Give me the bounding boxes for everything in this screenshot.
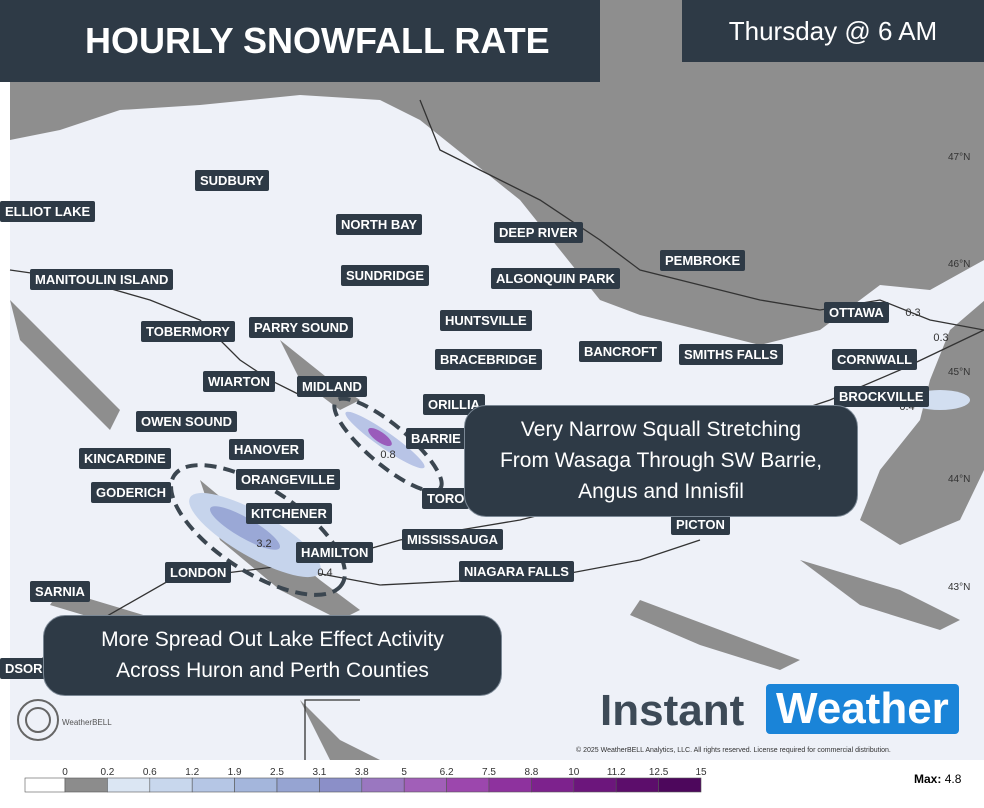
city-label: HAMILTON: [296, 542, 374, 563]
city-label: NORTH BAY: [336, 214, 423, 235]
city-label: DEEP RIVER: [494, 222, 583, 243]
city-label: TORO: [422, 488, 470, 509]
city-label: HUNTSVILLE: [440, 310, 532, 331]
city-label: SMITHS FALLS: [679, 344, 783, 365]
city-label: NIAGARA FALLS: [459, 561, 574, 582]
city-label: KITCHENER: [246, 503, 332, 524]
city-label: ALGONQUIN PARK: [491, 268, 620, 289]
city-label: DSOR: [0, 658, 48, 679]
legend-cell: [531, 777, 575, 793]
legend-tick: 0.6: [143, 767, 157, 778]
city-label: GODERICH: [91, 482, 172, 503]
time: Thursday @ 6 AM: [728, 16, 938, 46]
city-label: SARNIA: [30, 581, 90, 602]
city-label: SUDBURY: [195, 170, 269, 191]
max-label: Max:: [914, 772, 942, 786]
city-label: MANITOULIN ISLAND: [30, 269, 174, 290]
city-label: SUNDRIDGE: [341, 265, 430, 286]
logo-right: Weather: [766, 684, 959, 734]
latitude-label: 43°N: [948, 582, 970, 593]
legend-tick: 12.5: [649, 767, 669, 778]
legend-cell: [191, 777, 235, 793]
latitude-label: 44°N: [948, 474, 970, 485]
city-label: BARRIE: [406, 428, 466, 449]
city-label: HANOVER: [229, 439, 305, 460]
map-value: 0.4: [317, 567, 332, 579]
city-label: BANCROFT: [579, 341, 662, 362]
legend-tick: 0: [62, 767, 68, 778]
latitude-label: 47°N: [948, 152, 970, 163]
city-label: ELLIOT LAKE: [0, 201, 96, 222]
callout-line: From Wasaga Through SW Barrie,: [499, 449, 823, 472]
source-logo-swirl: [17, 699, 59, 741]
city-label: MIDLAND: [297, 376, 367, 397]
source-logo: WeatherBELL: [62, 718, 112, 727]
callout-line: Very Narrow Squall Stretching: [520, 418, 802, 441]
callout: Very Narrow Squall Stretching From Wasag…: [464, 405, 858, 517]
legend-cell: [319, 777, 363, 793]
city-label: TOBERMORY: [141, 321, 235, 342]
legend-tick: 15: [695, 767, 707, 778]
legend-tick: 2.5: [270, 767, 284, 778]
city-label: BROCKVILLE: [834, 386, 929, 407]
legend-tick: 10: [568, 767, 580, 778]
city-label: KINCARDINE: [79, 448, 171, 469]
city-label: ORILLIA: [423, 394, 485, 415]
legend-cell: [149, 777, 193, 793]
legend-cell: [64, 777, 108, 793]
legend-cell: [488, 777, 532, 793]
latitude-label: 46°N: [948, 259, 970, 270]
legend-cell: [24, 777, 66, 793]
city-label: OTTAWA: [824, 302, 889, 323]
legend-tick: 1.9: [228, 767, 242, 778]
copyright: © 2025 WeatherBELL Analytics, LLC. All r…: [576, 747, 891, 754]
legend-tick: 1.2: [185, 767, 199, 778]
legend-tick: 7.5: [482, 767, 496, 778]
legend-tick: 11.2: [607, 767, 626, 778]
city-label: ORANGEVILLE: [236, 469, 340, 490]
legend-tick: 3.1: [312, 767, 326, 778]
city-label: MISSISSAUGA: [402, 529, 504, 550]
time-box: Thursday @ 6 AM: [682, 0, 984, 62]
legend-cell: [658, 777, 702, 793]
legend-tick: 0.2: [100, 767, 114, 778]
map-value: 0.8: [380, 449, 395, 461]
map-value: 3.2: [256, 538, 271, 550]
legend-tick: 5: [401, 767, 407, 778]
title: HOURLY SNOWFALL RATE: [85, 20, 550, 61]
legend-tick: 8.8: [524, 767, 538, 778]
legend-cell: [276, 777, 320, 793]
city-label: PICTON: [671, 514, 730, 535]
max-value: 4.8: [944, 772, 962, 786]
logo-left: Instant: [600, 686, 745, 735]
legend-cell: [446, 777, 490, 793]
legend-cell: [615, 777, 659, 793]
legend-cell: [403, 777, 447, 793]
city-label: CORNWALL: [832, 349, 918, 370]
city-label: LONDON: [165, 562, 232, 583]
legend-tick: 3.8: [355, 767, 369, 778]
city-label: PARRY SOUND: [249, 317, 354, 338]
city-label: WIARTON: [203, 371, 275, 392]
callout-line: Across Huron and Perth Counties: [116, 659, 429, 682]
title-box: HOURLY SNOWFALL RATE: [0, 0, 600, 82]
max: Max: 4.8: [914, 772, 961, 786]
legend-cell: [234, 777, 278, 793]
city-label: OWEN SOUND: [136, 411, 237, 432]
legend-cell: [107, 777, 151, 793]
map-value: 0.3: [905, 307, 920, 319]
callout-line: More Spread Out Lake Effect Activity: [101, 628, 444, 651]
callout-line: Angus and Innisfil: [578, 480, 744, 503]
city-label: PEMBROKE: [660, 250, 746, 271]
legend-tick: 6.2: [440, 767, 454, 778]
latitude-label: 45°N: [948, 367, 970, 378]
callout: More Spread Out Lake Effect Activity Acr…: [43, 615, 502, 696]
legend-cell: [361, 777, 405, 793]
legend-cell: [573, 777, 617, 793]
city-label: BRACEBRIDGE: [435, 349, 542, 370]
map-value: 0.3: [933, 332, 948, 344]
